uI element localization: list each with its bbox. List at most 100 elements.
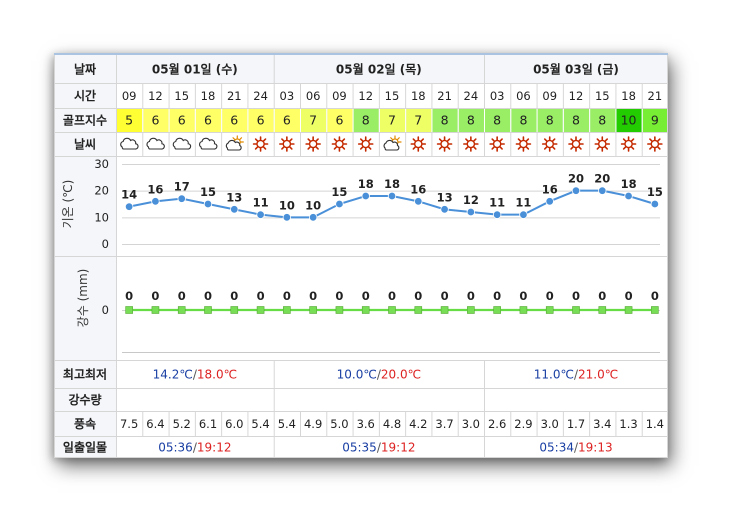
time-slot-label: 15: [595, 89, 610, 103]
wind-speed-value: 1.4: [646, 417, 664, 431]
time-slot-label: 12: [148, 89, 163, 103]
temperature-data-label: 16: [147, 182, 163, 196]
golf-index-value: 7: [414, 113, 422, 128]
wind-speed-value: 4.9: [304, 417, 322, 431]
sun-ray: [622, 146, 627, 150]
sun-ray: [232, 137, 236, 141]
temperature-point: [598, 186, 607, 195]
hi-lo-value: 14.2℃/18.0℃: [153, 368, 237, 382]
golf-index-value: 7: [309, 113, 317, 128]
row-label-date: 날짜: [74, 62, 96, 77]
rain-point: [414, 306, 423, 314]
golf-weather-forecast-panel: 날짜 시간 골프지수 날씨 최고최저 강수량 풍속 일출일몰 05월 01일 (수) 14.2℃…: [54, 53, 668, 458]
temperature-data-label: 15: [331, 185, 347, 199]
time-slot-label: 18: [411, 89, 426, 103]
rain-data-label: 0: [151, 289, 159, 303]
sun-ray: [491, 138, 496, 142]
temperature-data-label: 20: [568, 172, 584, 186]
golf-index-value: 8: [572, 113, 580, 128]
golf-index-cell: [589, 108, 616, 132]
rain-point: [493, 306, 501, 314]
golf-index-value: 6: [257, 113, 265, 128]
temperature-data-label: 12: [463, 193, 479, 207]
wind-speed-value: 5.4: [278, 417, 296, 431]
sun-ray: [262, 146, 267, 150]
wind-speed-value: 5.4: [251, 417, 269, 431]
sun-core: [413, 139, 423, 149]
sun-ray: [315, 138, 319, 142]
golf-index-value: 6: [283, 113, 291, 128]
golf-index-cell: [300, 108, 327, 132]
sun-ray: [281, 138, 285, 142]
temperature-point: [387, 191, 397, 201]
rain-data-label: 0: [467, 289, 475, 303]
rain-data-label: 0: [257, 289, 265, 303]
sun-ray: [517, 146, 522, 150]
sun-ray: [281, 146, 285, 150]
sun-core: [361, 139, 371, 149]
wind-speed-value: 3.0: [541, 417, 559, 431]
temperature-data-label: 16: [410, 182, 426, 196]
sun-icon: [489, 136, 505, 152]
golf-index-cell: [247, 108, 274, 132]
time-slot-label: 21: [437, 89, 452, 103]
sun-ray: [359, 146, 364, 150]
temperature-point: [282, 213, 292, 222]
rain-point: [598, 306, 607, 314]
rain-point: [624, 306, 633, 314]
rain-data-label: 0: [441, 289, 449, 303]
sun-icon: [620, 136, 637, 152]
time-slot-label: 06: [516, 89, 531, 103]
golf-index-value: 7: [388, 113, 396, 128]
sun-ray: [604, 138, 609, 142]
day-header: 05월 03일 (금): [533, 62, 619, 77]
time-slot-label: 24: [464, 89, 479, 103]
sun-core: [597, 139, 607, 149]
sun-ray: [359, 138, 364, 142]
sun-ray: [517, 138, 522, 142]
cloud-icon: [146, 137, 165, 150]
sun-ray: [525, 146, 530, 150]
sun-icon: [410, 136, 427, 152]
sun-cloud-icon: [383, 135, 402, 151]
time-slot-label: 12: [569, 89, 584, 103]
temperature-point: [124, 202, 134, 211]
golf-index-value: 8: [519, 113, 527, 128]
sun-ray: [525, 138, 530, 142]
sun-ray: [649, 138, 653, 142]
temperature-point: [151, 197, 160, 206]
temperature-point: [492, 210, 502, 219]
rain-data-label: 0: [309, 289, 317, 303]
sun-ray: [543, 138, 548, 142]
rain-point: [125, 306, 133, 314]
rain-point: [545, 306, 554, 314]
sun-ray: [420, 146, 425, 150]
rain-y-tick-label: 0: [102, 303, 109, 317]
wind-speed-value: 5.2: [173, 417, 191, 431]
rain-point: [572, 306, 580, 314]
sun-ray: [578, 146, 582, 150]
rain-data-label: 0: [283, 289, 291, 303]
golf-index-value: 6: [230, 113, 238, 128]
rain-data-label: 0: [598, 289, 606, 303]
sun-icon: [357, 136, 374, 152]
temperature-data-label: 15: [647, 185, 663, 199]
sun-ray: [543, 146, 548, 150]
rain-point: [256, 306, 265, 314]
golf-index-cell: [641, 108, 668, 132]
golf-index-value: 8: [441, 113, 449, 128]
golf-index-value: 8: [598, 113, 606, 128]
golf-index-cell: [273, 108, 300, 132]
sunrise-sunset-value: 05:34/19:13: [539, 441, 612, 455]
cloud-shape: [199, 137, 218, 150]
cloud-shape: [146, 137, 165, 150]
cloud-shape: [120, 137, 139, 150]
sun-core: [650, 139, 660, 149]
temperature-data-label: 20: [594, 172, 610, 186]
rain-point: [519, 306, 528, 314]
rain-data-label: 0: [519, 289, 527, 303]
sun-icon: [331, 136, 348, 152]
temperature-point: [440, 205, 449, 214]
sun-ray: [551, 138, 556, 142]
wind-speed-value: 2.6: [488, 417, 506, 431]
